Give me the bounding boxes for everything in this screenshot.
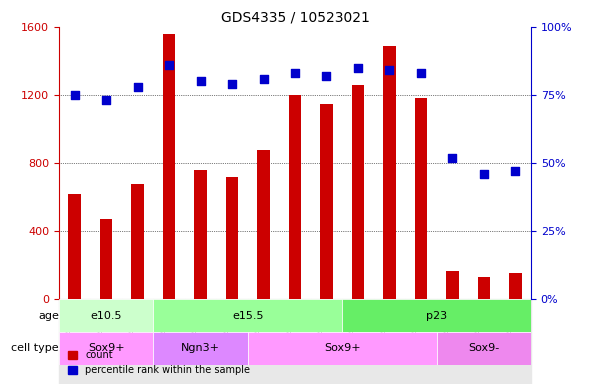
Point xyxy=(479,171,489,177)
Text: p23: p23 xyxy=(426,311,447,321)
Bar xyxy=(477,277,490,300)
Bar xyxy=(437,300,468,384)
Bar xyxy=(100,219,113,300)
Bar xyxy=(437,332,531,365)
Point xyxy=(165,62,174,68)
Point xyxy=(133,84,142,90)
Bar xyxy=(257,149,270,300)
Point xyxy=(322,73,331,79)
Bar xyxy=(68,194,81,300)
Bar xyxy=(194,170,207,300)
Point xyxy=(101,98,111,104)
Bar xyxy=(468,300,500,384)
Bar xyxy=(122,300,153,384)
Bar xyxy=(405,300,437,384)
Bar xyxy=(226,177,238,300)
Text: Sox9+: Sox9+ xyxy=(88,343,124,353)
Point xyxy=(290,70,300,76)
Text: age: age xyxy=(38,311,59,321)
Point xyxy=(416,70,425,76)
Bar xyxy=(509,273,522,300)
Point xyxy=(510,168,520,174)
Bar xyxy=(248,300,279,384)
Bar xyxy=(59,300,153,332)
Bar xyxy=(446,271,458,300)
Bar xyxy=(500,300,531,384)
Bar xyxy=(352,85,364,300)
Bar xyxy=(342,300,531,332)
Legend: count, percentile rank within the sample: count, percentile rank within the sample xyxy=(64,346,254,379)
Text: Ngn3+: Ngn3+ xyxy=(181,343,220,353)
Point xyxy=(448,155,457,161)
Bar xyxy=(90,300,122,384)
Bar xyxy=(373,300,405,384)
Bar xyxy=(59,332,153,365)
Text: Sox9+: Sox9+ xyxy=(324,343,360,353)
Title: GDS4335 / 10523021: GDS4335 / 10523021 xyxy=(221,10,369,24)
Bar xyxy=(279,300,311,384)
Point xyxy=(259,76,268,82)
Point xyxy=(196,78,205,84)
Point xyxy=(353,65,363,71)
Bar xyxy=(153,332,248,365)
Bar xyxy=(383,46,396,300)
Bar xyxy=(415,98,427,300)
Text: e15.5: e15.5 xyxy=(232,311,264,321)
Bar xyxy=(217,300,248,384)
Text: e10.5: e10.5 xyxy=(90,311,122,321)
Point xyxy=(227,81,237,87)
Text: cell type: cell type xyxy=(11,343,59,353)
Bar xyxy=(342,300,373,384)
Point xyxy=(385,68,394,74)
Bar xyxy=(320,104,333,300)
Bar xyxy=(59,300,90,384)
Text: Sox9-: Sox9- xyxy=(468,343,499,353)
Bar xyxy=(311,300,342,384)
Bar xyxy=(289,95,301,300)
Bar xyxy=(185,300,217,384)
Bar xyxy=(153,300,342,332)
Bar xyxy=(153,300,185,384)
Bar xyxy=(163,34,175,300)
Bar xyxy=(132,184,144,300)
Point xyxy=(70,92,80,98)
Bar xyxy=(248,332,437,365)
